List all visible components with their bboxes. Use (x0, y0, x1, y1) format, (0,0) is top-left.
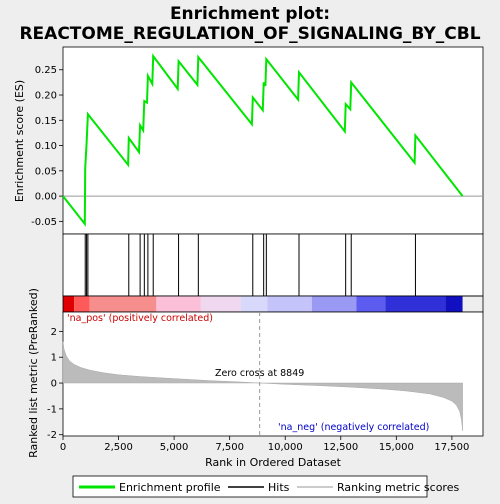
rank-x-ticks: 0 2,500 5,000 7,500 10,000 12,500 15,000 17,500 (60, 436, 469, 453)
es-y-tick-label: 0.25 (35, 65, 57, 76)
ranked-y-tick-label: -1 (47, 404, 57, 415)
es-panel: -0.05 0.00 0.05 0.10 0.15 0.20 0.25 Enrichment… (13, 46, 484, 235)
rank-x-tick-label: 12,500 (323, 442, 358, 453)
rank-x-tick-label: 0 (60, 442, 66, 453)
rank-x-tick-label: 15,000 (379, 442, 414, 453)
ranked-panel-background (62, 311, 484, 437)
heatmap-segment (200, 296, 241, 312)
ranked-y-tick-label: -2 (47, 430, 57, 441)
neg-correlated-label: 'na_neg' (negatively correlated) (278, 422, 429, 433)
hit-markers (84, 234, 416, 296)
heatmap-segment (385, 296, 446, 312)
ranked-y-ticks: -2 -1 0 1 2 (47, 327, 63, 441)
rank-x-tick-label: 17,500 (434, 442, 469, 453)
rank-x-tick-label: 2,500 (104, 442, 133, 453)
heatmap-segment (356, 296, 386, 312)
es-y-tick-label: 0.05 (35, 166, 57, 177)
chart-title-line1: Enrichment plot: (170, 4, 330, 24)
es-y-tick-label: -0.05 (31, 217, 57, 228)
heatmap-segment (445, 296, 463, 312)
rank-x-tick-label: 10,000 (268, 442, 303, 453)
es-y-tick-label: 0.20 (35, 91, 57, 102)
rank-x-axis-label: Rank in Ordered Dataset (205, 456, 342, 469)
hits-panel (62, 233, 484, 297)
rank-x-tick-label: 5,000 (160, 442, 189, 453)
rank-heatmap-bar (62, 295, 484, 313)
es-y-tick-label: 0.10 (35, 141, 57, 152)
heatmap-segment (311, 296, 357, 312)
legend-hits-label: Hits (268, 481, 290, 494)
legend-ranking-label: Ranking metric scores (337, 481, 459, 494)
enrichment-profile-line (62, 53, 464, 227)
pos-correlated-label: 'na_pos' (positively correlated) (67, 313, 213, 324)
heatmap-segment (267, 296, 312, 312)
es-y-ticks: -0.05 0.00 0.05 0.10 0.15 0.20 0.25 (31, 65, 63, 228)
zero-cross-label: Zero cross at 8849 (215, 368, 304, 379)
heatmap-segment (74, 296, 90, 312)
heatmap-segment (89, 296, 157, 312)
ranked-y-axis-label: Ranked list metric (PreRanked) (27, 288, 40, 458)
ranked-metric-panel: -2 -1 0 1 2 0 2,500 5,000 7,500 10,000 12,500 15,0… (27, 288, 484, 469)
chart-title-line2: REACTOME_REGULATION_OF_SIGNALING_BY_CBL (19, 24, 480, 44)
ranked-y-tick-label: 2 (51, 327, 57, 338)
es-y-axis-label: Enrichment score (ES) (13, 80, 26, 202)
ranked-y-tick-label: 0 (51, 379, 57, 390)
ranked-y-tick-label: 1 (51, 353, 57, 364)
legend: Enrichment profile Hits Ranking metric s… (72, 475, 459, 498)
rank-x-tick-label: 7,500 (215, 442, 244, 453)
hits-panel-background (62, 233, 484, 297)
es-y-tick-label: 0.15 (35, 116, 57, 127)
es-y-tick-label: 0.00 (35, 192, 57, 203)
heatmap-segment (240, 296, 268, 312)
legend-enrichment-label: Enrichment profile (119, 481, 221, 494)
heatmap-segment (63, 296, 75, 312)
heatmap-segment (156, 296, 201, 312)
es-panel-background (62, 46, 484, 235)
